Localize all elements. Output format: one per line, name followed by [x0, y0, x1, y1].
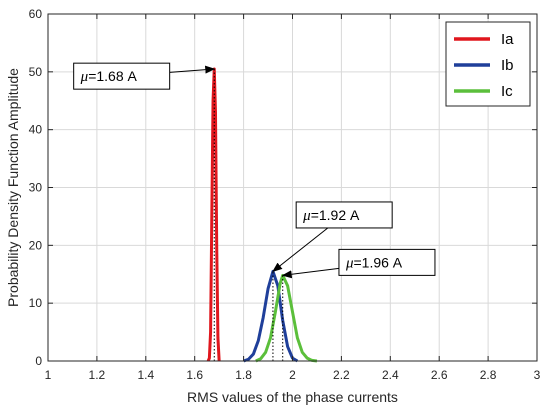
legend-label-ib: Ib	[501, 57, 514, 74]
x-tick-label: 2.6	[431, 368, 448, 382]
x-axis-label: RMS values of the phase currents	[187, 389, 398, 405]
series-line-ia	[206, 67, 221, 362]
x-tick-label: 2	[289, 368, 296, 382]
x-tick-label: 1.6	[186, 368, 203, 382]
y-tick-label: 30	[29, 181, 43, 195]
annotation-text: μ=1.92 A	[302, 207, 360, 224]
legend-label-ia: Ia	[501, 31, 514, 48]
y-tick-label: 10	[29, 296, 43, 310]
series-line-ic	[255, 273, 318, 363]
x-tick-label: 2.8	[480, 368, 497, 382]
annotation-text: μ=1.96 A	[345, 254, 403, 271]
x-tick-label: 3	[534, 368, 541, 382]
annotation-text: μ=1.68 A	[80, 68, 138, 85]
legend-label-ic: Ic	[501, 83, 513, 100]
y-tick-label: 50	[29, 65, 43, 79]
annotations: μ=1.68 A μ=1.92 A μ=1.96 A	[73, 62, 436, 279]
y-tick-label: 40	[29, 123, 43, 137]
mean-annotation: μ=1.92 A	[272, 201, 393, 272]
series-line-ib	[243, 269, 299, 363]
annotation-arrow	[281, 267, 340, 279]
y-tick-label: 20	[29, 238, 43, 252]
x-tick-label: 2.2	[333, 368, 350, 382]
x-tick-label: 1	[45, 368, 52, 382]
x-tick-label: 1.2	[89, 368, 106, 382]
mean-lines	[213, 68, 284, 361]
y-tick-label: 60	[29, 7, 43, 21]
annotation-box	[73, 62, 171, 90]
legend: Ia Ib Ic	[445, 21, 531, 107]
y-axis-label: Probability Density Function Amplitude	[5, 68, 21, 307]
x-tick-label: 1.8	[235, 368, 252, 382]
y-tick-label: 0	[35, 354, 42, 368]
mean-annotation: μ=1.68 A	[73, 62, 216, 90]
x-tick-label: 1.4	[137, 368, 154, 382]
series-layer	[206, 67, 318, 363]
annotation-arrow	[169, 65, 216, 74]
x-tick-label: 2.4	[382, 368, 399, 382]
mean-annotation: μ=1.96 A	[281, 248, 436, 279]
annotation-box	[295, 201, 393, 229]
annotation-box	[338, 248, 436, 276]
annotation-arrow	[272, 227, 329, 272]
